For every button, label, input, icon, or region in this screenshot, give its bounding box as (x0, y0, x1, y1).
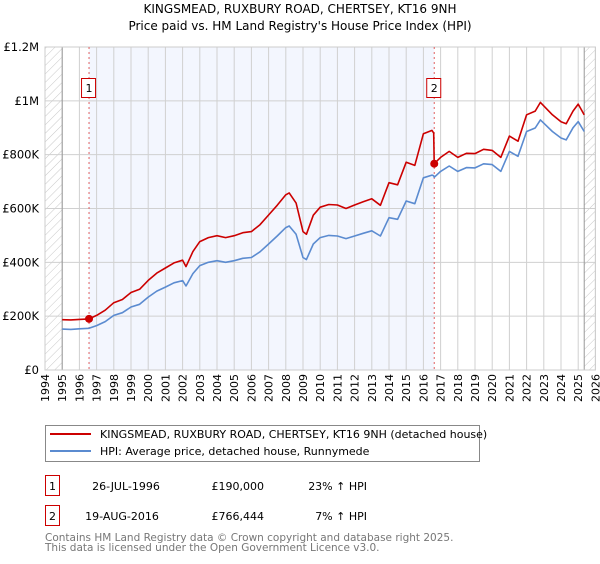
footer-copyright: Contains HM Land Registry data © Crown c… (45, 532, 453, 544)
sale-1-label: 1 (86, 82, 93, 95)
x-tick-label: 2000 (142, 374, 155, 402)
sale-2-point (430, 159, 439, 168)
y-tick-label: £400K (2, 255, 39, 269)
x-tick-label: 2014 (383, 374, 396, 402)
x-tick-label: 1998 (108, 374, 121, 402)
x-tick-label: 2007 (263, 374, 276, 402)
x-tick-label: 2001 (159, 374, 172, 402)
x-tick-label: 1996 (73, 374, 86, 402)
y-tick-label: £0 (24, 363, 39, 377)
x-tick-label: 2009 (297, 374, 310, 402)
legend-label-hpi: HPI: Average price, detached house, Runn… (100, 445, 370, 458)
sale-1-marker: 1 (49, 480, 56, 493)
sale-1-hpi: 23% ↑ HPI (308, 480, 367, 493)
sale-2-marker: 2 (49, 510, 56, 523)
x-tick-label: 2019 (469, 374, 482, 402)
sale-1-point (85, 314, 94, 323)
y-tick-label: £800K (2, 148, 39, 162)
x-tick-label: 2011 (331, 374, 344, 402)
sale-2-price: £766,444 (212, 510, 265, 523)
y-tick-label: £200K (2, 309, 39, 323)
x-tick-label: 2016 (417, 374, 430, 402)
x-tick-label: 2006 (245, 374, 258, 402)
x-tick-label: 1994 (39, 374, 52, 402)
x-tick-label: 2004 (211, 374, 224, 402)
x-tick-label: 2005 (228, 374, 241, 402)
legend: KINGSMEAD, RUXBURY ROAD, CHERTSEY, KT16 … (45, 425, 487, 462)
plot-area: 1994 1995 1996 1997 1998 1999 2000 2001 2002 2003… (2, 40, 600, 402)
y-tick-label: £1.2M (3, 40, 39, 54)
footer-licence: This data is licensed under the Open Gov… (44, 542, 380, 554)
x-tick-label: 2013 (366, 374, 379, 402)
x-tick-label: 2023 (538, 374, 551, 402)
x-tick-label: 2015 (400, 374, 413, 402)
x-tick-label: 1997 (91, 374, 104, 402)
chart-title: KINGSMEAD, RUXBURY ROAD, CHERTSEY, KT16 … (144, 2, 457, 16)
x-tick-label: 2003 (194, 374, 207, 402)
x-tick-label: 2021 (503, 374, 516, 402)
sale-row-2: 2 19-AUG-2016 £766,444 7% ↑ HPI (45, 505, 367, 526)
sale-2-label: 2 (431, 82, 438, 95)
x-tick-label: 1995 (56, 374, 69, 402)
x-tick-label: 2017 (435, 374, 448, 402)
sale-2-label-box (426, 78, 442, 98)
plot-frame (44, 46, 596, 371)
x-tick-label: 2012 (349, 374, 362, 402)
sale-1-date: 26-JUL-1996 (92, 480, 160, 493)
sales-table: 1 26-JUL-1996 £190,000 23% ↑ HPI 2 19-AU… (45, 475, 367, 526)
sale-1-price: £190,000 (212, 480, 265, 493)
x-tick-label: 2018 (452, 374, 465, 402)
x-tick-label: 2008 (280, 374, 293, 402)
sale-row-1: 1 26-JUL-1996 £190,000 23% ↑ HPI (45, 475, 367, 496)
sale-2-date: 19-AUG-2016 (85, 510, 159, 523)
property-price-line (62, 101, 585, 321)
x-tick-label: 2024 (555, 374, 568, 402)
x-tick-label: 1999 (125, 374, 138, 402)
x-tick-label: 2010 (314, 374, 327, 402)
x-tick-label: 2002 (177, 374, 190, 402)
y-tick-label: £600K (2, 202, 39, 216)
x-tick-label: 2025 (572, 374, 585, 402)
sale-1-label-box (81, 78, 97, 98)
x-tick-label: 2022 (521, 374, 534, 402)
x-tick-label: 2020 (486, 374, 499, 402)
hpi-line (62, 119, 585, 331)
y-tick-label: £1M (14, 94, 39, 108)
chart-subtitle: Price paid vs. HM Land Registry's House … (128, 19, 471, 33)
legend-label-property: KINGSMEAD, RUXBURY ROAD, CHERTSEY, KT16 … (100, 428, 487, 441)
x-tick-label: 2026 (589, 374, 600, 402)
sale-2-hpi: 7% ↑ HPI (315, 510, 367, 523)
